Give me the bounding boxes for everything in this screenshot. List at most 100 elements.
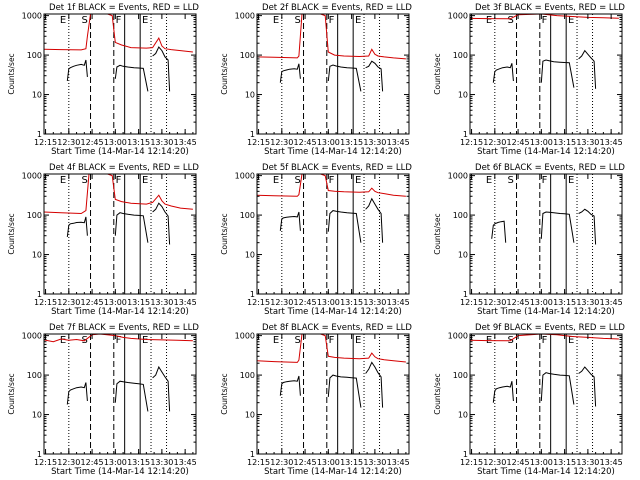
event-letter: S bbox=[508, 175, 514, 186]
panel-title: Det 3f BLACK = Events, RED = LLD bbox=[475, 3, 625, 13]
detector-panel: Det 1f BLACK = Events, RED = LLD E S F E 12:1… bbox=[7, 3, 199, 157]
y-tick-label: 1000 bbox=[22, 332, 42, 341]
x-tick-label: 13:15 bbox=[553, 458, 576, 467]
y-axis-title: Counts/sec bbox=[7, 373, 16, 414]
y-axis-title: Counts/sec bbox=[7, 213, 16, 254]
x-tick-label: 13:00 bbox=[317, 458, 340, 467]
x-tick-label: 12:30 bbox=[57, 458, 80, 467]
y-tick-label: 10 bbox=[245, 251, 255, 260]
x-tick-label: 13:45 bbox=[387, 458, 410, 467]
series-events bbox=[279, 361, 384, 408]
x-tick-label: 13:30 bbox=[363, 138, 386, 147]
event-letter: F bbox=[542, 335, 548, 346]
x-axis-title: Start Time (14-Mar-14 12:14:20) bbox=[477, 467, 615, 477]
x-tick-label: 12:30 bbox=[270, 298, 293, 307]
y-tick-label: 10 bbox=[458, 91, 468, 100]
y-tick-label: 10 bbox=[245, 411, 255, 420]
x-axis-title: Start Time (14-Mar-14 12:14:20) bbox=[264, 147, 402, 157]
event-letter: F bbox=[542, 175, 548, 186]
panel-title: Det 5f BLACK = Events, RED = LLD bbox=[262, 163, 412, 173]
x-tick-label: 12:15 bbox=[460, 138, 483, 147]
panel-title: Det 2f BLACK = Events, RED = LLD bbox=[262, 3, 412, 13]
series-lld bbox=[257, 14, 406, 60]
y-tick-label: 1 bbox=[463, 450, 468, 459]
x-tick-label: 13:30 bbox=[150, 298, 173, 307]
y-tick-label: 1 bbox=[463, 290, 468, 299]
y-tick-label: 1000 bbox=[235, 172, 255, 181]
x-tick-label: 13:15 bbox=[127, 298, 150, 307]
x-tick-label: 12:45 bbox=[81, 138, 104, 147]
x-tick-label: 13:45 bbox=[600, 298, 623, 307]
series-events bbox=[66, 365, 171, 412]
y-tick-label: 1000 bbox=[22, 12, 42, 21]
event-letter: F bbox=[116, 335, 122, 346]
x-tick-label: 13:15 bbox=[127, 458, 150, 467]
y-tick-label: 1 bbox=[37, 130, 42, 139]
x-tick-label: 12:45 bbox=[81, 298, 104, 307]
x-tick-label: 13:00 bbox=[530, 458, 553, 467]
series-events bbox=[492, 49, 597, 89]
x-axis-title: Start Time (14-Mar-14 12:14:20) bbox=[477, 307, 615, 317]
detector-panel: Det 4f BLACK = Events, RED = LLD E S F E 12:1… bbox=[7, 163, 199, 317]
x-tick-label: 12:15 bbox=[34, 458, 57, 467]
x-tick-label: 12:45 bbox=[294, 138, 317, 147]
event-letter: E bbox=[355, 175, 361, 186]
x-tick-label: 13:30 bbox=[576, 298, 599, 307]
event-letter: S bbox=[508, 15, 514, 26]
plot-frame bbox=[469, 13, 623, 135]
x-tick-label: 12:15 bbox=[460, 458, 483, 467]
series-lld bbox=[257, 334, 406, 363]
x-tick-label: 13:45 bbox=[387, 298, 410, 307]
event-letter: E bbox=[60, 335, 66, 346]
y-axis-title: Counts/sec bbox=[220, 373, 229, 414]
event-letter: E bbox=[568, 15, 574, 26]
plot-frame bbox=[43, 13, 197, 135]
y-axis-title: Counts/sec bbox=[7, 53, 16, 94]
x-tick-label: 12:30 bbox=[270, 458, 293, 467]
event-letter: E bbox=[60, 15, 66, 26]
x-tick-label: 13:00 bbox=[530, 298, 553, 307]
x-tick-label: 12:30 bbox=[270, 138, 293, 147]
event-letter: F bbox=[329, 335, 335, 346]
x-tick-label: 13:15 bbox=[340, 138, 363, 147]
event-letter: F bbox=[116, 15, 122, 26]
series-lld bbox=[44, 334, 193, 343]
x-tick-label: 13:00 bbox=[317, 298, 340, 307]
x-tick-label: 13:30 bbox=[363, 458, 386, 467]
y-tick-label: 100 bbox=[240, 371, 255, 380]
x-tick-label: 13:00 bbox=[104, 298, 127, 307]
event-letter: S bbox=[82, 15, 88, 26]
x-tick-label: 12:30 bbox=[483, 138, 506, 147]
series-events bbox=[66, 202, 171, 245]
event-letter: E bbox=[273, 175, 279, 186]
y-tick-label: 1000 bbox=[448, 172, 468, 181]
x-axis-title: Start Time (14-Mar-14 12:14:20) bbox=[51, 147, 189, 157]
x-tick-label: 13:00 bbox=[530, 138, 553, 147]
x-tick-label: 12:15 bbox=[34, 298, 57, 307]
y-tick-label: 1000 bbox=[448, 12, 468, 21]
event-letter: S bbox=[295, 175, 301, 186]
series-events bbox=[491, 208, 597, 245]
y-tick-label: 1000 bbox=[22, 172, 42, 181]
x-tick-label: 12:45 bbox=[294, 298, 317, 307]
event-letter: E bbox=[60, 175, 66, 186]
event-letter: E bbox=[355, 15, 361, 26]
y-tick-label: 1 bbox=[250, 290, 255, 299]
x-axis-title: Start Time (14-Mar-14 12:14:20) bbox=[477, 147, 615, 157]
y-tick-label: 100 bbox=[453, 371, 468, 380]
x-tick-label: 13:30 bbox=[576, 138, 599, 147]
plot-frame bbox=[43, 173, 197, 295]
x-tick-label: 13:30 bbox=[363, 298, 386, 307]
series-events bbox=[492, 366, 597, 407]
x-axis-title: Start Time (14-Mar-14 12:14:20) bbox=[51, 307, 189, 317]
y-tick-label: 1 bbox=[37, 450, 42, 459]
x-tick-label: 12:15 bbox=[460, 298, 483, 307]
series-lld bbox=[257, 174, 406, 197]
x-tick-label: 13:00 bbox=[104, 138, 127, 147]
panel-title: Det 8f BLACK = Events, RED = LLD bbox=[262, 323, 412, 333]
panel-title: Det 4f BLACK = Events, RED = LLD bbox=[49, 163, 199, 173]
plot-frame bbox=[256, 173, 410, 295]
x-tick-label: 12:15 bbox=[247, 298, 270, 307]
